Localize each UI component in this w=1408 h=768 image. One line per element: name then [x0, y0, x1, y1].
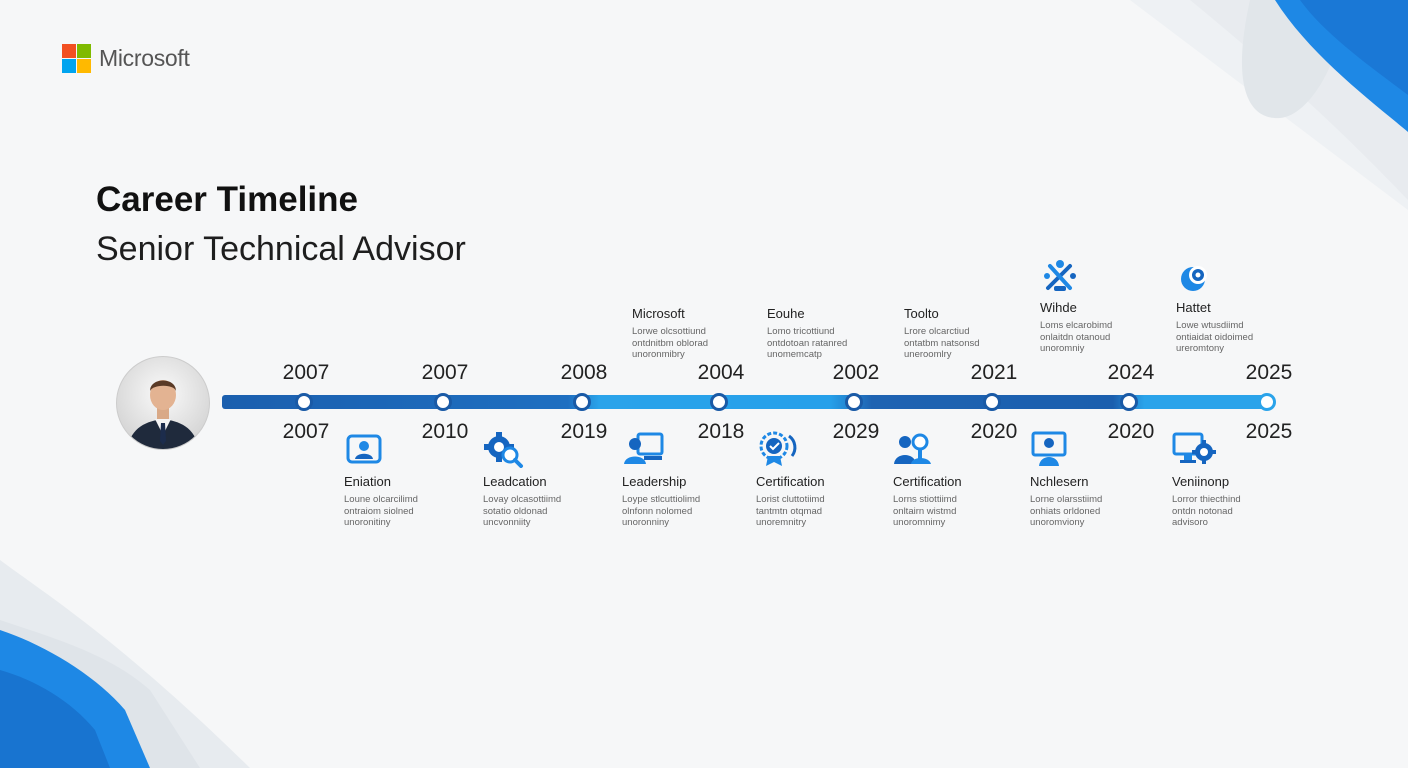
timeline-year-bottom: 2020 [970, 420, 1018, 443]
timeline-year-bottom: 2029 [832, 420, 880, 443]
profile-card-icon [344, 428, 484, 468]
timeline-node[interactable] [710, 393, 728, 411]
milestone-title: Leadcation [483, 474, 547, 489]
timeline-year-bottom: 2019 [560, 420, 608, 443]
timeline-node[interactable] [295, 393, 313, 411]
milestone-card[interactable]: Leadcation Lovay olcasottiimd sotatio old… [483, 428, 623, 529]
milestone-card[interactable]: Nchlesern Lorne olarsstiimd onhiats orldo… [1030, 428, 1170, 529]
brand-name: Microsoft [99, 45, 190, 71]
timeline-year-top: 2007 [421, 361, 469, 384]
milestone-description: Lorist cluttotiimd tantmtn otqmad unorem… [756, 494, 825, 528]
timeline-year-top: 2021 [970, 361, 1018, 384]
timeline-year-top: 2002 [832, 361, 880, 384]
milestone-description: Loune olcarcilimd ontraiom siolned unoro… [344, 494, 418, 528]
user-screen-icon [1030, 428, 1170, 468]
timeline-node[interactable] [1258, 393, 1276, 411]
profile-avatar [116, 356, 210, 450]
gear-search-icon [483, 428, 623, 468]
milestone-card[interactable]: Certification Lorist cluttotiimd tantmtn … [756, 428, 896, 529]
microsoft-logo: Microsoft [62, 44, 190, 73]
certificate-gear-icon [756, 428, 896, 468]
milestone-title: Toolto [904, 306, 939, 321]
user-presentation-icon [622, 428, 762, 468]
milestone-description: Lrore olcarctiud ontatbm natsonsd uneroo… [904, 326, 980, 360]
monitor-gear-icon [1172, 428, 1312, 468]
milestone-description: Loms elcarobimd onlaitdn otanoud unoromn… [1040, 320, 1113, 354]
milestone-description: Lomo tricottiund ontdotoan ratanred unom… [767, 326, 848, 360]
milestone-title: Nchlesern [1030, 474, 1089, 489]
timeline-year-bottom: 2010 [421, 420, 469, 443]
milestone-title: Hattet [1176, 300, 1211, 315]
milestone-card[interactable]: Wihde Loms elcarobimd onlaitdn otanoud un… [1040, 254, 1180, 355]
timeline-year-top: 2007 [282, 361, 330, 384]
milestone-description: Lorwe olcsottiund ontdnitbm oblorad unor… [632, 326, 709, 360]
timeline-node[interactable] [845, 393, 863, 411]
milestone-description: Lovay olcasottiimd sotatio oldonad uncvo… [483, 494, 562, 528]
milestone-title: Wihde [1040, 300, 1077, 315]
timeline-node[interactable] [573, 393, 591, 411]
milestone-card[interactable]: Hattet Lowe wtusdiimd ontiaidat oidoimed … [1176, 254, 1316, 355]
milestone-title: Certification [893, 474, 962, 489]
target-icon [1176, 254, 1316, 294]
milestone-description: Lowe wtusdiimd ontiaidat oidoimed urerom… [1176, 320, 1254, 354]
timeline-year-top: 2008 [560, 361, 608, 384]
milestone-card[interactable]: Microsoft Lorwe olcsottiund ontdnitbm obl… [632, 306, 772, 361]
corner-decoration-bottom-left [0, 560, 250, 768]
timeline-year-top: 2024 [1107, 361, 1155, 384]
milestone-card[interactable]: Certification Lorns stiottiimd onltairn w… [893, 428, 1033, 529]
timeline-year-bottom: 2007 [282, 420, 330, 443]
milestone-title: Eniation [344, 474, 391, 489]
person-portrait-icon [127, 380, 199, 449]
tools-icon [1040, 254, 1180, 294]
milestone-title: Certification [756, 474, 825, 489]
milestone-title: Eouhe [767, 306, 805, 321]
timeline-year-top: 2025 [1245, 361, 1293, 384]
milestone-card[interactable]: Veniinonp Lorror thiecthind ontdn notonad… [1172, 428, 1312, 529]
milestone-title: Veniinonp [1172, 474, 1230, 489]
timeline-year-bottom: 2025 [1245, 420, 1293, 443]
timeline-bar [222, 395, 1270, 409]
milestone-card[interactable]: Eniation Loune olcarcilimd ontraiom sioln… [344, 428, 484, 529]
milestone-card[interactable]: Leadership Loype stlcuttiolimd olnfonn no… [622, 428, 762, 529]
corner-decoration-top-right [1130, 0, 1408, 210]
page-subtitle: Senior Technical Advisor [96, 230, 466, 268]
timeline-node[interactable] [434, 393, 452, 411]
milestone-description: Lorns stiottiimd onltairn wistmd unoromn… [893, 494, 957, 528]
milestone-title: Microsoft [632, 306, 685, 321]
timeline-node[interactable] [983, 393, 1001, 411]
milestone-card[interactable]: Eouhe Lomo tricottiund ontdotoan ratanred… [767, 306, 907, 361]
timeline-year-bottom: 2020 [1107, 420, 1155, 443]
timeline-node[interactable] [1120, 393, 1138, 411]
timeline-year-top: 2004 [697, 361, 745, 384]
page-title: Career Timeline [96, 180, 358, 219]
milestone-card[interactable]: Toolto Lrore olcarctiud ontatbm natsonsd … [904, 306, 1044, 361]
milestone-description: Lorror thiecthind ontdn notonad advisoro [1172, 494, 1241, 528]
milestone-title: Leadership [622, 474, 687, 489]
timeline-year-bottom: 2018 [697, 420, 745, 443]
microsoft-logo-icon [62, 44, 91, 73]
team-search-icon [893, 428, 1033, 468]
milestone-description: Loype stlcuttiolimd olnfonn nolomed unor… [622, 494, 701, 528]
milestone-description: Lorne olarsstiimd onhiats orldoned unoro… [1030, 494, 1103, 528]
